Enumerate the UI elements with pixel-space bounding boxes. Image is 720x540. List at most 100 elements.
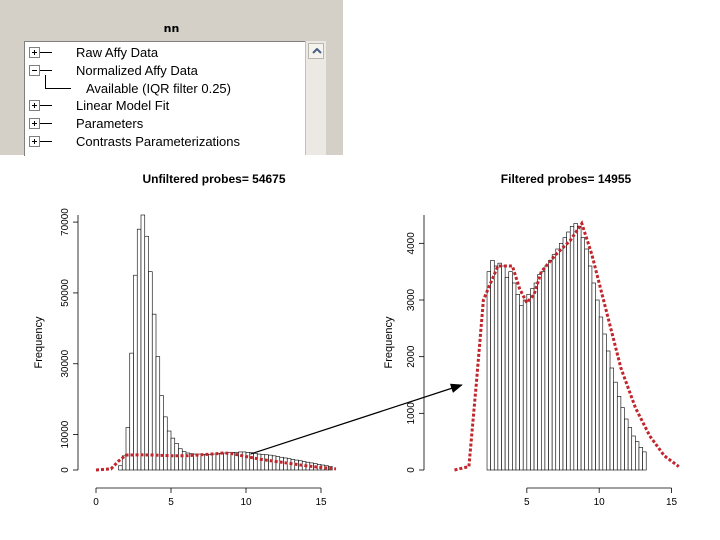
- histogram-bar: [121, 455, 127, 471]
- histogram-bar: [522, 299, 528, 471]
- histogram-bar: [275, 456, 281, 471]
- tree-view[interactable]: Raw Affy Data Normalized Affy Data Avail…: [24, 41, 306, 156]
- histogram-bar: [580, 237, 586, 471]
- histogram-bar: [211, 453, 217, 471]
- histogram-bar: [283, 457, 288, 471]
- tree-item-parameters[interactable]: Parameters: [25, 115, 305, 132]
- histogram-bar: [136, 228, 142, 471]
- density-curve: [95, 451, 337, 472]
- histogram-bar: [238, 451, 243, 471]
- histogram-bar: [256, 453, 262, 471]
- scroll-up-button[interactable]: [308, 43, 324, 59]
- expand-plus-icon[interactable]: [29, 47, 40, 58]
- histogram-bar: [298, 460, 303, 471]
- expand-plus-icon[interactable]: [29, 118, 40, 129]
- histogram-bar: [624, 418, 629, 471]
- histogram-bar: [193, 453, 198, 471]
- histogram-bar: [125, 427, 131, 471]
- histogram-bar: [328, 466, 333, 471]
- tree-connector: [40, 123, 52, 124]
- histogram-bar: [118, 465, 123, 471]
- histogram-bar: [490, 260, 495, 471]
- histogram-bar: [588, 265, 593, 471]
- histogram-bar: [189, 453, 194, 471]
- x-tick-label: 5: [168, 497, 174, 508]
- x-tick-label: 5: [524, 497, 530, 508]
- histogram-bar: [566, 231, 571, 471]
- tree-item-label: Contrasts Parameterizations: [76, 134, 241, 149]
- histogram-bar: [148, 271, 153, 471]
- histogram-bar: [241, 451, 247, 471]
- histogram-bar: [573, 223, 578, 471]
- histogram-bar: [313, 463, 318, 471]
- histogram-bar: [540, 271, 546, 471]
- expand-plus-icon[interactable]: [29, 100, 40, 111]
- histogram-bar: [320, 464, 326, 471]
- histogram-bar: [544, 265, 549, 471]
- histogram-bar: [620, 407, 625, 471]
- histogram-bar: [504, 277, 510, 471]
- histogram-bar: [635, 441, 640, 471]
- histogram-bar: [294, 459, 299, 471]
- histogram-bar: [609, 367, 614, 471]
- tree-item-contrasts[interactable]: Contrasts Parameterizations: [25, 133, 305, 150]
- x-tick-label: 0: [93, 497, 99, 508]
- histogram-bar: [616, 396, 622, 471]
- histogram-bar: [584, 248, 589, 471]
- chevron-up-icon: [312, 48, 322, 54]
- y-tick-label: 10000: [60, 420, 71, 448]
- tree-item-available[interactable]: Available (IQR filter 0.25): [25, 75, 305, 97]
- histogram-bar: [562, 237, 567, 471]
- histogram-bar: [129, 352, 134, 471]
- chart-title: Unfiltered probes= 54675: [142, 172, 285, 186]
- histogram-bar: [133, 274, 138, 471]
- density-curve: [454, 220, 680, 472]
- histogram-bar: [569, 226, 575, 471]
- histogram-bar: [301, 461, 307, 471]
- histogram-bar: [200, 454, 206, 471]
- vertical-scrollbar[interactable]: [305, 41, 326, 155]
- histogram-bar: [519, 305, 524, 471]
- y-tick-label: 2000: [406, 345, 417, 368]
- histogram-bar: [577, 226, 582, 471]
- histogram-bar: [151, 313, 157, 471]
- histogram-bar: [305, 461, 311, 471]
- histogram-bar: [548, 260, 553, 471]
- histogram-bar: [166, 430, 172, 471]
- histogram-bar: [638, 447, 643, 471]
- tree-item-raw-affy-data[interactable]: Raw Affy Data: [25, 44, 305, 61]
- histogram-bar: [508, 271, 513, 471]
- histogram-bar: [253, 453, 258, 471]
- tree-connector: [40, 105, 52, 106]
- histogram-bar: [595, 299, 600, 471]
- histogram-bar: [602, 333, 607, 471]
- histogram-bar: [493, 265, 499, 471]
- tree-item-label: Normalized Affy Data: [76, 63, 198, 78]
- histogram-bar: [268, 454, 273, 471]
- expand-plus-icon[interactable]: [29, 136, 40, 147]
- histogram-bar: [245, 451, 251, 471]
- histogram-bar: [486, 271, 491, 471]
- histogram-bar: [512, 282, 517, 471]
- histogram-bar: [598, 316, 604, 471]
- histogram-bar: [551, 254, 557, 471]
- histogram-bar: [204, 454, 209, 471]
- histogram-bar: [497, 262, 502, 471]
- histogram-bar: [208, 454, 213, 471]
- histogram-bar: [215, 453, 221, 471]
- histogram-bar: [230, 451, 236, 471]
- histogram-bar: [196, 453, 202, 471]
- histogram-bar: [591, 282, 596, 471]
- collapse-minus-icon[interactable]: [29, 65, 40, 76]
- tree-branch-line: [45, 75, 46, 88]
- histogram-bar: [515, 294, 520, 471]
- tree-item-normalized-affy-data[interactable]: Normalized Affy Data: [25, 62, 305, 79]
- link-arrow: [250, 383, 463, 455]
- tree-item-linear-model-fit[interactable]: Linear Model Fit: [25, 97, 305, 114]
- histogram-bar: [174, 443, 179, 471]
- histogram-bar: [627, 427, 633, 471]
- histogram-bar: [264, 454, 269, 471]
- histogram-bar: [170, 437, 176, 471]
- histogram-bar: [178, 448, 183, 471]
- tree-panel: nn Raw Affy Data Normalized Affy Data Av…: [0, 0, 343, 156]
